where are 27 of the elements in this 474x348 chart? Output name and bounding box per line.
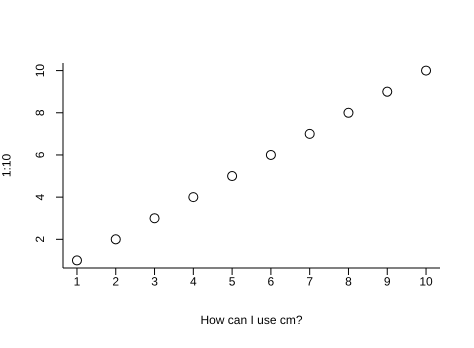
point xyxy=(382,86,392,97)
x-tick-label: 9 xyxy=(384,274,391,289)
x-tick-label: 2 xyxy=(112,274,120,289)
point xyxy=(150,213,160,224)
y-tick-label: 2 xyxy=(33,236,47,243)
y-tick-label: 10 xyxy=(33,64,47,78)
point xyxy=(266,150,276,160)
x-tick-label: 6 xyxy=(268,274,275,289)
y-axis-title: 1:10 xyxy=(0,154,14,178)
point xyxy=(304,128,315,139)
y-tick-label: 8 xyxy=(33,109,47,116)
x-tick-label: 3 xyxy=(151,274,158,289)
x-tick-label: 5 xyxy=(228,274,236,289)
point xyxy=(421,66,432,76)
x-tick-label: 1 xyxy=(74,274,81,289)
point xyxy=(343,108,354,118)
y-tick-label: 4 xyxy=(33,193,47,200)
point xyxy=(110,234,121,244)
point xyxy=(188,192,198,202)
x-tick-label: 7 xyxy=(306,274,314,289)
x-tick-label: 4 xyxy=(190,274,197,289)
x-tick-label: 8 xyxy=(345,274,352,289)
x-axis-title: How can I use cm? xyxy=(200,313,303,327)
point xyxy=(72,255,82,266)
x-tick-label: 10 xyxy=(419,274,434,289)
y-tick-label: 6 xyxy=(33,151,47,158)
point xyxy=(227,171,238,182)
